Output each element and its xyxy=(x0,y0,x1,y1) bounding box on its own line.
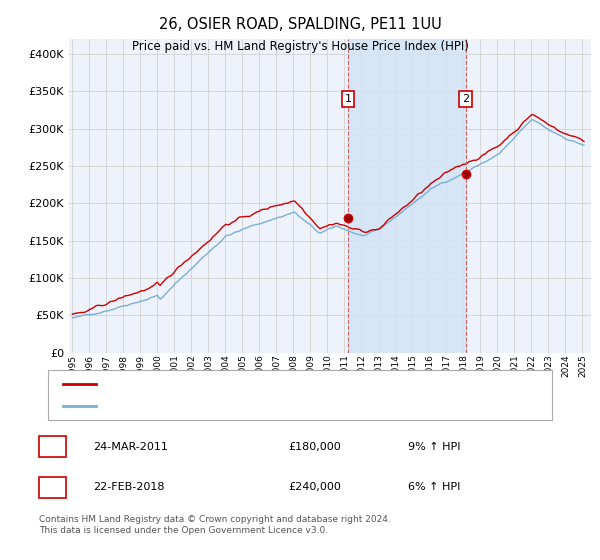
Text: 26, OSIER ROAD, SPALDING, PE11 1UU: 26, OSIER ROAD, SPALDING, PE11 1UU xyxy=(158,17,442,32)
Bar xyxy=(348,39,466,353)
Text: HPI: Average price, detached house, South Holland: HPI: Average price, detached house, Sout… xyxy=(103,401,370,411)
Text: 9% ↑ HPI: 9% ↑ HPI xyxy=(408,442,461,452)
Text: 1: 1 xyxy=(344,94,352,104)
Text: 2: 2 xyxy=(49,482,56,492)
Text: Contains HM Land Registry data © Crown copyright and database right 2024.
This d: Contains HM Land Registry data © Crown c… xyxy=(39,515,391,535)
Text: 6% ↑ HPI: 6% ↑ HPI xyxy=(408,482,460,492)
Text: 24-MAR-2011: 24-MAR-2011 xyxy=(93,442,168,452)
Text: 26, OSIER ROAD, SPALDING, PE11 1UU (detached house): 26, OSIER ROAD, SPALDING, PE11 1UU (deta… xyxy=(103,379,399,389)
Text: 1: 1 xyxy=(49,442,56,452)
Text: £180,000: £180,000 xyxy=(288,442,341,452)
Text: 22-FEB-2018: 22-FEB-2018 xyxy=(93,482,164,492)
Text: 2: 2 xyxy=(462,94,469,104)
Text: £240,000: £240,000 xyxy=(288,482,341,492)
Text: Price paid vs. HM Land Registry's House Price Index (HPI): Price paid vs. HM Land Registry's House … xyxy=(131,40,469,53)
